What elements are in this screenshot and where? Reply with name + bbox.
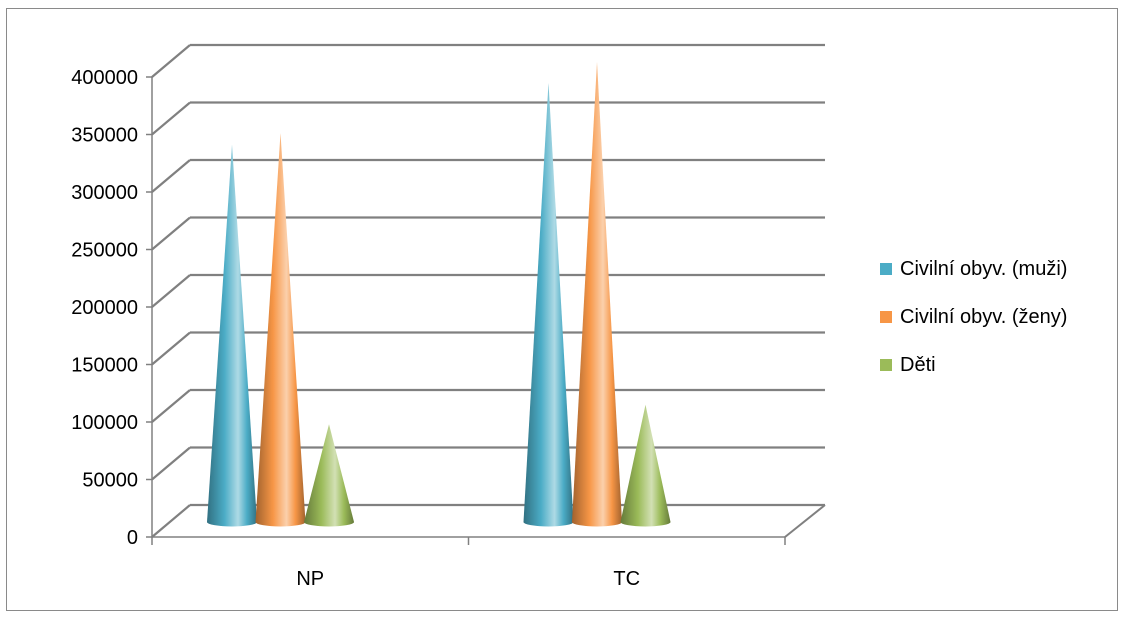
legend-label: Civilní obyv. (ženy) xyxy=(900,306,1067,328)
cone-body xyxy=(523,82,574,527)
y-tick-label: 50000 xyxy=(82,470,138,492)
legend-swatch xyxy=(880,311,892,323)
gridline-side xyxy=(151,274,191,308)
cone-body xyxy=(304,424,354,527)
gridline-side xyxy=(151,44,191,78)
cone-body xyxy=(255,133,306,527)
y-tick-label: 400000 xyxy=(71,67,138,89)
legend-label: Civilní obyv. (muži) xyxy=(900,258,1067,280)
y-tick-label: 150000 xyxy=(71,355,138,377)
cone xyxy=(304,424,354,527)
gridline-side xyxy=(151,331,191,366)
y-tick-label: 100000 xyxy=(71,412,138,434)
gridline-side xyxy=(151,216,191,251)
cone-body xyxy=(620,404,671,527)
gridline-side xyxy=(151,504,191,538)
cone-body xyxy=(207,144,257,527)
y-tick-label: 300000 xyxy=(71,182,138,204)
y-tick-label: 250000 xyxy=(71,240,138,262)
x-tick-label: NP xyxy=(296,568,324,590)
cone xyxy=(255,133,306,527)
gridline-side xyxy=(151,101,191,136)
x-axis: NP TC xyxy=(151,537,786,590)
legend: Civilní obyv. (muži) Civilní obyv. (ženy)… xyxy=(880,258,1067,376)
cones xyxy=(207,62,671,527)
legend-label: Děti xyxy=(900,354,936,376)
cone-body xyxy=(572,62,622,527)
cone xyxy=(620,404,671,527)
y-tick-label: 200000 xyxy=(71,297,138,319)
floor-right-edge xyxy=(784,504,826,538)
x-tick-label: TC xyxy=(613,568,640,590)
cone xyxy=(523,82,574,527)
gridline-side xyxy=(151,159,191,193)
cone xyxy=(207,144,257,527)
y-tick-label: 350000 xyxy=(71,125,138,147)
y-tick-label: 0 xyxy=(127,527,138,549)
gridline-side xyxy=(151,389,191,423)
cone xyxy=(572,62,622,527)
legend-swatch xyxy=(880,359,892,371)
y-axis: 0 50000 100000 150000 200000 250000 300000 3500… xyxy=(71,67,153,549)
gridline-side xyxy=(151,446,191,481)
legend-swatch xyxy=(880,263,892,275)
